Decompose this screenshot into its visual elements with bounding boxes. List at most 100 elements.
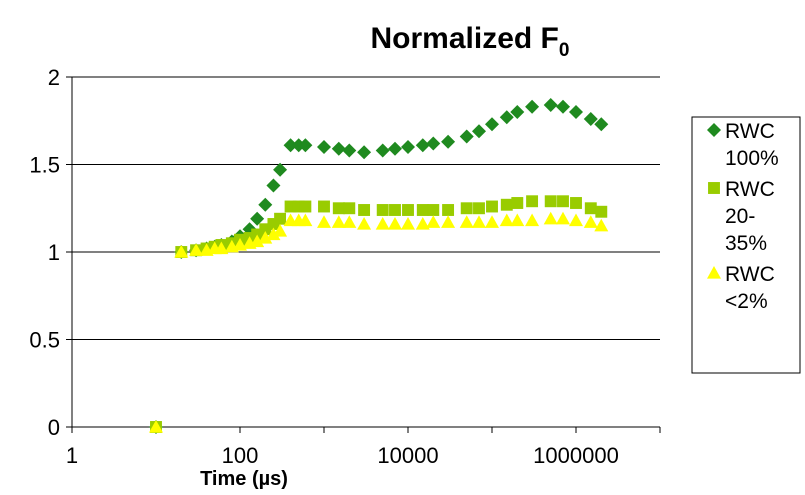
data-point <box>459 215 474 228</box>
data-point <box>427 204 440 216</box>
data-point <box>401 140 415 154</box>
data-point <box>595 205 608 218</box>
plot-area <box>149 98 609 434</box>
data-point <box>441 134 456 149</box>
data-point <box>292 200 305 213</box>
legend-marker-3 <box>707 266 721 279</box>
data-point <box>555 211 570 225</box>
data-point <box>258 197 273 212</box>
data-point <box>442 204 455 216</box>
data-point <box>569 213 583 227</box>
data-point <box>357 217 372 230</box>
data-point <box>250 234 265 248</box>
data-point <box>460 202 473 215</box>
data-point <box>525 213 540 227</box>
data-point <box>544 195 557 208</box>
data-point <box>584 202 597 215</box>
legend-marker-1 <box>707 123 721 137</box>
data-point <box>342 215 357 228</box>
data-point <box>510 213 525 227</box>
data-point <box>283 138 298 153</box>
chart-title-subscript: 0 <box>559 40 570 61</box>
chart-title-main: Normalized F <box>371 22 559 55</box>
data-point <box>500 198 513 211</box>
legend-label-2: 20- <box>725 205 755 228</box>
data-point <box>317 140 331 154</box>
data-point <box>357 145 372 160</box>
data-point <box>594 218 609 232</box>
data-point <box>426 215 441 228</box>
data-point <box>583 215 598 228</box>
legend-label-2: RWC <box>725 178 775 201</box>
data-point <box>471 124 486 139</box>
data-point <box>389 204 401 216</box>
data-point <box>318 200 330 213</box>
data-point <box>415 217 430 230</box>
data-point <box>266 178 281 193</box>
data-point <box>401 217 415 230</box>
data-point <box>510 105 525 119</box>
data-point <box>267 218 280 230</box>
data-point <box>441 215 456 228</box>
data-point <box>402 204 414 216</box>
data-point <box>485 117 499 132</box>
legend-label-1: RWC <box>725 120 775 143</box>
data-point <box>298 138 313 153</box>
data-point <box>583 112 598 126</box>
data-point <box>387 217 402 230</box>
data-point <box>499 110 514 125</box>
data-point <box>266 227 281 241</box>
data-point <box>594 117 609 132</box>
data-point <box>214 241 229 255</box>
data-point <box>332 202 345 215</box>
chart-title: Normalized F0 <box>371 22 570 61</box>
data-point <box>376 204 389 216</box>
data-point <box>471 215 486 228</box>
x-tick-label: 1 <box>66 443 78 468</box>
data-point <box>375 143 390 158</box>
data-point <box>526 195 539 208</box>
legend-marker-2 <box>708 182 720 194</box>
series-3 <box>149 211 609 433</box>
y-tick-label: 2 <box>48 65 60 90</box>
grid-lines <box>72 76 660 340</box>
data-point <box>342 143 357 158</box>
data-point <box>331 141 346 156</box>
data-point <box>570 197 582 209</box>
x-axis-label: Time (µs) <box>200 468 288 490</box>
legend-label-1: 100% <box>725 147 779 170</box>
data-point <box>485 215 499 228</box>
y-axis-ticks: 0 0.5 1 1.5 2 <box>29 65 72 440</box>
data-point <box>543 211 558 225</box>
legend-label-3: RWC <box>725 263 775 286</box>
legend-label-3: <2% <box>725 290 768 313</box>
data-point <box>189 243 204 256</box>
legend-label-2: 35% <box>725 232 767 255</box>
data-point <box>331 215 346 228</box>
data-point <box>273 224 288 237</box>
x-tick-label: 1000000 <box>533 443 619 468</box>
y-tick-label: 0 <box>48 415 60 440</box>
series-1 <box>149 98 609 434</box>
legend-box <box>691 116 801 374</box>
y-tick-label: 0.5 <box>29 328 60 353</box>
series-2 <box>150 195 608 433</box>
data-point <box>473 202 485 215</box>
data-point <box>358 204 371 216</box>
data-point <box>543 98 558 112</box>
data-point <box>415 138 430 153</box>
data-point <box>499 213 514 227</box>
legend: RWC 100% RWC 20- 35% RWC <2% <box>691 116 801 374</box>
data-point <box>416 204 429 216</box>
data-point <box>299 200 312 213</box>
data-point <box>387 141 402 156</box>
x-tick-label: 100 <box>222 443 259 468</box>
data-point <box>557 195 569 208</box>
data-point <box>555 99 570 114</box>
data-point <box>149 420 163 433</box>
y-tick-label: 1.5 <box>29 153 60 178</box>
data-point <box>317 215 331 228</box>
data-point <box>426 136 441 151</box>
data-point <box>511 197 524 209</box>
